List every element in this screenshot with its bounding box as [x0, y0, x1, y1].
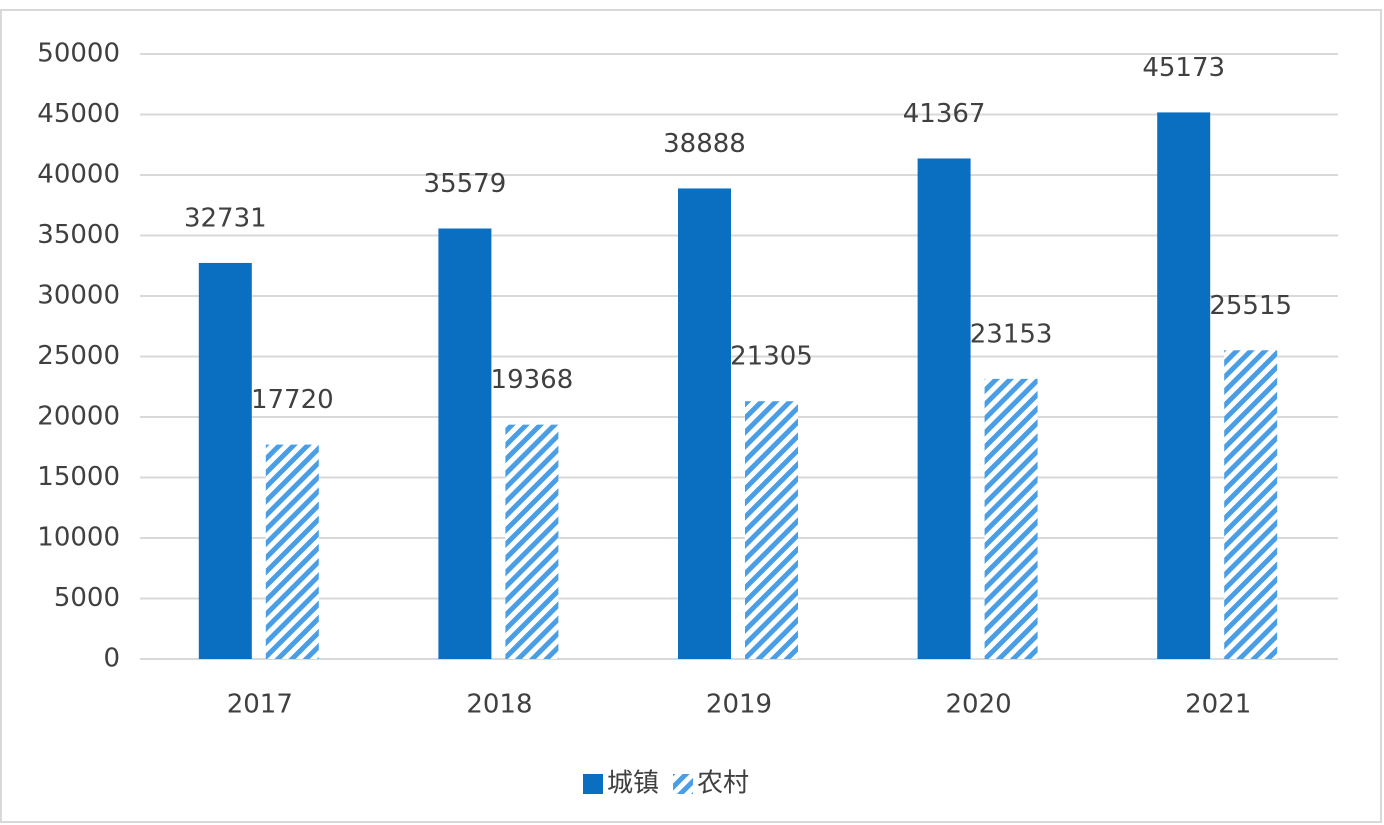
legend-label: 农村 — [697, 769, 749, 799]
y-tick-label: 25000 — [37, 341, 120, 371]
bar — [1224, 350, 1278, 659]
y-tick-label: 0 — [103, 644, 120, 674]
y-tick-label: 10000 — [37, 523, 120, 553]
x-tick-label: 2018 — [466, 690, 532, 720]
bar — [984, 378, 1038, 659]
bar — [678, 188, 731, 659]
bar — [745, 401, 798, 659]
data-label: 21305 — [730, 342, 813, 372]
y-tick-label: 45000 — [37, 99, 120, 129]
data-label: 17720 — [251, 385, 334, 415]
bar — [198, 262, 252, 659]
bar — [917, 158, 971, 660]
bar — [505, 424, 559, 659]
x-tick-label: 2020 — [946, 690, 1012, 720]
x-tick-label: 2019 — [706, 690, 772, 720]
data-label: 23153 — [970, 319, 1053, 349]
y-tick-label: 20000 — [37, 402, 120, 432]
x-tick-label: 2017 — [227, 690, 293, 720]
data-label: 35579 — [424, 169, 507, 199]
x-tick-label: 2021 — [1185, 690, 1251, 720]
legend-swatch — [673, 774, 694, 794]
data-label: 32731 — [184, 203, 267, 233]
data-label: 41367 — [903, 99, 986, 129]
y-tick-label: 50000 — [37, 39, 120, 69]
legend-label: 城镇 — [607, 769, 659, 799]
legend-swatch — [583, 774, 603, 794]
bar — [438, 228, 492, 660]
data-label: 45173 — [1142, 53, 1225, 83]
bar — [265, 444, 319, 659]
y-tick-label: 5000 — [54, 583, 120, 613]
data-label: 38888 — [663, 129, 746, 159]
data-label: 19368 — [491, 365, 574, 395]
y-tick-label: 40000 — [37, 160, 120, 190]
y-tick-label: 35000 — [37, 220, 120, 250]
y-tick-label: 15000 — [37, 462, 120, 492]
data-label: 25515 — [1209, 291, 1292, 321]
y-tick-label: 30000 — [37, 281, 120, 311]
bar — [1157, 112, 1211, 660]
